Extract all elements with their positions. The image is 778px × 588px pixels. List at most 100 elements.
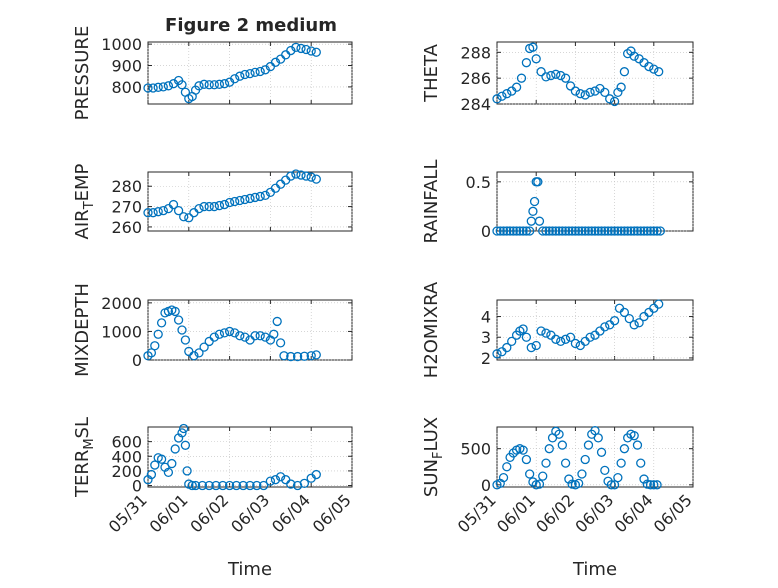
data-point <box>502 342 512 353</box>
data-point <box>528 42 538 52</box>
data-point <box>156 454 167 464</box>
data-point <box>521 454 532 465</box>
data-point <box>536 326 546 336</box>
data-point <box>587 226 597 236</box>
data-point <box>521 226 532 236</box>
data-point <box>574 478 584 489</box>
data-point <box>556 336 566 347</box>
data-point <box>194 81 204 91</box>
y-tick-label: 280 <box>111 177 142 196</box>
data-point <box>224 480 235 491</box>
data-point <box>204 480 214 491</box>
data-point <box>619 226 630 236</box>
data-point <box>204 80 214 90</box>
data-point <box>655 226 665 236</box>
y-tick-label: 2000 <box>101 294 142 313</box>
data-point <box>567 226 577 236</box>
y-tick-label: 288 <box>460 43 491 62</box>
data-point <box>538 471 548 481</box>
data-point <box>629 320 639 330</box>
data-point <box>158 206 168 216</box>
data-point <box>498 226 509 236</box>
data-point <box>521 58 532 68</box>
data-point <box>629 51 639 61</box>
data-point <box>173 315 184 325</box>
data-point <box>158 82 168 92</box>
data-point <box>269 329 279 339</box>
data-point <box>502 462 512 472</box>
data-point <box>170 306 180 317</box>
data-point <box>184 213 194 223</box>
data-point <box>525 469 535 479</box>
data-point <box>551 334 561 344</box>
data-point <box>554 226 564 236</box>
data-point <box>163 81 174 91</box>
data-point <box>533 177 543 187</box>
subplot-4: 0 0.5 RAINFALL <box>421 160 694 243</box>
data-point <box>516 73 527 83</box>
data-point <box>150 341 160 351</box>
data-point <box>194 348 204 358</box>
data-point <box>541 226 551 236</box>
data-point <box>529 196 540 207</box>
data-point <box>148 83 158 93</box>
data-point <box>306 351 316 361</box>
data-point <box>153 329 163 339</box>
data-point <box>629 431 639 441</box>
data-point <box>292 351 303 362</box>
data-point <box>560 334 571 344</box>
x-tick-label: 06/04 <box>611 490 657 536</box>
data-point <box>311 47 321 57</box>
data-point <box>574 226 584 236</box>
data-point <box>275 338 286 348</box>
data-point <box>603 226 613 236</box>
data-point <box>255 331 265 341</box>
data-point <box>286 171 296 181</box>
data-point <box>199 342 209 352</box>
data-point <box>557 440 567 450</box>
y-tick-label: 500 <box>460 440 491 459</box>
data-point <box>291 169 301 179</box>
data-point <box>189 351 199 361</box>
data-point <box>580 90 590 100</box>
data-point <box>279 351 289 361</box>
x-tick-label: 06/01 <box>146 490 192 536</box>
axes-frame <box>496 171 694 232</box>
x-tick-label: 06/01 <box>493 490 539 536</box>
data-point <box>575 89 585 99</box>
data-point <box>616 82 626 92</box>
data-point <box>306 172 316 182</box>
y-tick-label: 800 <box>111 78 142 97</box>
data-point <box>495 226 505 236</box>
data-point <box>616 458 626 468</box>
data-point <box>560 73 571 83</box>
data-point <box>296 170 306 180</box>
data-point <box>619 307 630 318</box>
data-point <box>291 42 301 52</box>
data-point <box>629 226 639 236</box>
data-point <box>199 79 209 89</box>
data-point <box>538 226 548 236</box>
y-tick-label: 0 <box>481 222 491 241</box>
data-point <box>654 299 664 309</box>
data-point <box>218 480 228 491</box>
data-point <box>616 226 626 236</box>
data-point <box>146 469 157 480</box>
data-point <box>170 444 180 454</box>
data-point <box>605 94 615 104</box>
data-point <box>173 206 184 216</box>
data-point <box>606 226 616 236</box>
data-point <box>272 316 282 327</box>
data-point <box>296 43 306 54</box>
y-axis-label: MIXDEPTH <box>72 283 93 377</box>
subplot-5: 0 1000 2000 MIXDEPTH <box>72 283 353 377</box>
data-point <box>299 351 310 361</box>
data-point <box>197 480 208 491</box>
data-point <box>143 83 153 93</box>
data-point <box>214 200 225 211</box>
data-point <box>270 57 281 67</box>
data-point <box>518 445 528 455</box>
x-tick-label: 06/05 <box>309 490 355 536</box>
data-point <box>177 80 187 90</box>
